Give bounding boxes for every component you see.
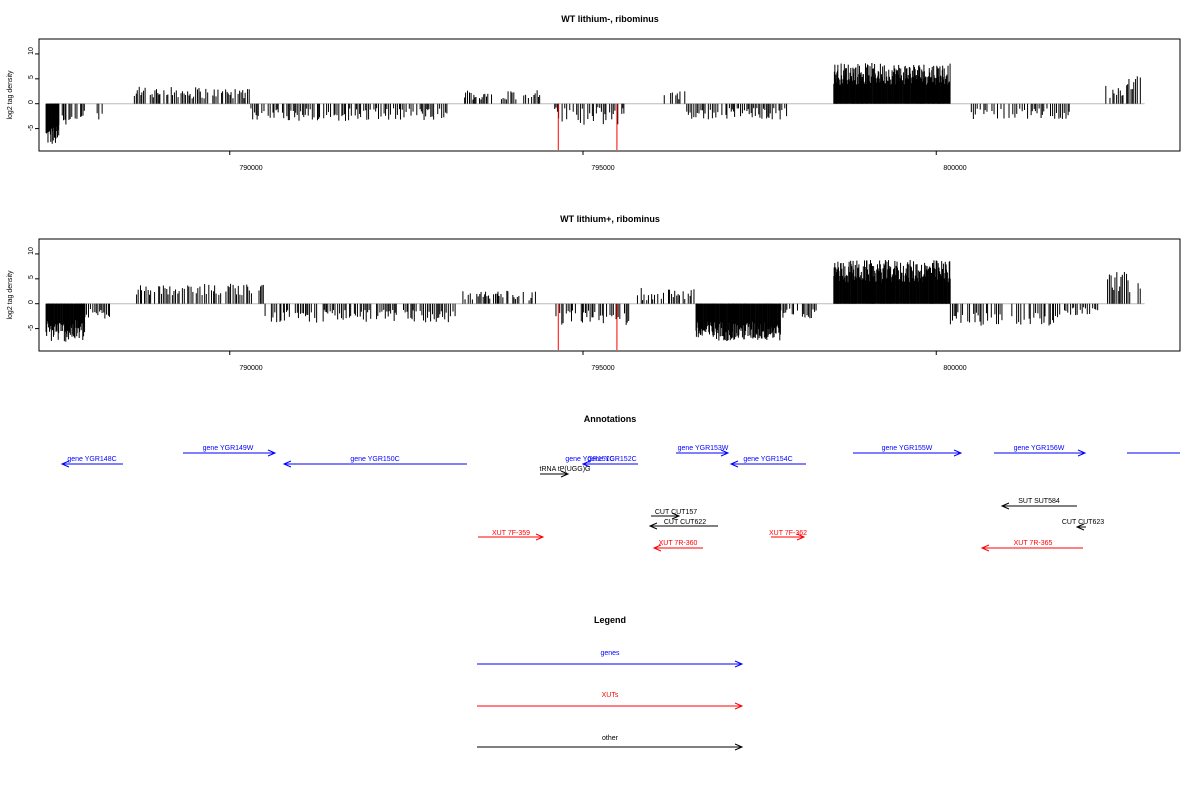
annotation-arrow — [477, 660, 744, 668]
annotation-arrow — [60, 460, 123, 468]
annotation-label: CUT CUT623 — [1062, 519, 1104, 526]
y-tick-label: 5 — [28, 75, 35, 79]
annotation-arrow — [652, 544, 703, 552]
panel-title: WT lithium+, ribominus — [560, 214, 660, 224]
annotation-arrow — [648, 522, 718, 530]
arrow-head — [1000, 502, 1010, 510]
arrow-head — [535, 533, 545, 541]
bar-series — [45, 259, 1145, 351]
annotation-arrow — [183, 449, 277, 457]
annotation-label: gene YGR152C — [587, 456, 636, 463]
annotation-label: gene YGR151C — [565, 456, 614, 463]
arrow-head — [734, 702, 744, 710]
arrow-head — [796, 533, 806, 541]
legend-panel: Legend genes XUTs other — [477, 615, 744, 751]
arrow-head — [720, 449, 730, 457]
arrow-head — [734, 743, 744, 751]
annotation-label: XUT 7R-360 — [659, 540, 698, 547]
annotation-labels: gene YGR148C gene YGR149W gene YGR150C g… — [67, 445, 1104, 547]
x-tick-label: 790000 — [239, 365, 262, 372]
annotation-label: gene YGR153W — [678, 445, 729, 452]
x-tick-label: 795000 — [591, 165, 614, 172]
legend-label-xuts: XUTs — [602, 692, 619, 699]
arrow-head — [729, 460, 739, 468]
arrow-head — [652, 544, 662, 552]
annotation-arrow — [540, 470, 570, 478]
arrow-head — [1077, 449, 1087, 457]
annotation-arrow — [729, 460, 806, 468]
bar-series — [45, 62, 1145, 151]
plot-frame — [38, 38, 1181, 152]
annotation-arrow — [980, 544, 1083, 552]
y-axis: -5 0 5 10 — [28, 247, 39, 331]
annotation-arrow — [478, 533, 545, 541]
annotation-arrow — [994, 449, 1087, 457]
annotation-label: gene YGR156W — [1014, 445, 1065, 452]
annotation-label: gene YGR150C — [350, 456, 399, 463]
y-tick-label: 10 — [28, 247, 35, 255]
annotation-label: XUT 7F-362 — [769, 530, 807, 537]
annotation-arrow — [581, 460, 638, 468]
y-tick-label: 10 — [28, 47, 35, 55]
arrow-head — [267, 449, 277, 457]
annotation-label: gene YGR154C — [743, 456, 792, 463]
arrow-head — [734, 660, 744, 668]
legend-title: Legend — [594, 615, 626, 625]
annotation-label: CUT CUT157 — [655, 509, 697, 516]
arrow-head — [581, 460, 591, 468]
annotation-label: XUT 7R-365 — [1014, 540, 1053, 547]
x-tick-label: 800000 — [943, 165, 966, 172]
annotation-label: gene YGR155W — [882, 445, 933, 452]
arrow-head — [671, 512, 681, 520]
annotation-arrow — [477, 743, 744, 751]
annotation-label: gene YGR149W — [203, 445, 254, 452]
annotation-arrows — [60, 449, 1180, 552]
x-tick-label: 800000 — [943, 365, 966, 372]
annotation-arrow — [1000, 502, 1077, 510]
annotation-arrow — [853, 449, 963, 457]
annotation-arrow — [676, 449, 730, 457]
legend-arrows — [477, 660, 744, 751]
y-tick-label: 5 — [28, 275, 35, 279]
plot-frame — [38, 238, 1181, 352]
annotations-title: Annotations — [584, 414, 637, 424]
arrow-head — [560, 470, 570, 478]
arrow-head — [1075, 523, 1085, 531]
y-axis-label: log2 tag density — [7, 70, 14, 120]
annotation-arrow — [477, 702, 744, 710]
x-tick-label: 790000 — [239, 165, 262, 172]
annotation-label: XUT 7F-359 — [492, 530, 530, 537]
y-axis: -5 0 5 10 — [28, 47, 39, 131]
x-axis: 790000 795000 800000 — [229, 151, 967, 172]
y-tick-label: -5 — [28, 125, 35, 131]
annotation-arrow — [651, 512, 681, 520]
panel-lithium-minus: WT lithium-, ribominus log2 tag density … — [7, 14, 1181, 172]
annotation-arrow — [771, 533, 806, 541]
annotation-label: CUT CUT622 — [664, 519, 706, 526]
annotation-label: SUT SUT584 — [1018, 498, 1060, 505]
arrow-head — [648, 522, 658, 530]
x-tick-label: 795000 — [591, 365, 614, 372]
y-tick-label: 0 — [28, 100, 35, 104]
annotation-arrow — [1075, 523, 1086, 531]
y-tick-label: 0 — [28, 300, 35, 304]
arrow-head — [953, 449, 963, 457]
panel-lithium-plus: WT lithium+, ribominus log2 tag density … — [7, 214, 1181, 372]
annotation-arrow — [282, 460, 467, 468]
panel-title: WT lithium-, ribominus — [561, 14, 659, 24]
annotation-label: tRNA tP(UGG)G — [540, 466, 591, 473]
arrow-head — [282, 460, 292, 468]
x-axis: 790000 795000 800000 — [229, 351, 967, 372]
y-axis-label: log2 tag density — [7, 270, 14, 320]
annotation-label: gene YGR148C — [67, 456, 116, 463]
annotations-panel: Annotations gene YGR148C gene YGR149W ge… — [60, 414, 1180, 552]
arrow-head — [60, 460, 70, 468]
y-tick-label: -5 — [28, 325, 35, 331]
legend-label-other: other — [602, 735, 619, 742]
arrow-head — [980, 544, 990, 552]
legend-label-genes: genes — [600, 650, 620, 657]
